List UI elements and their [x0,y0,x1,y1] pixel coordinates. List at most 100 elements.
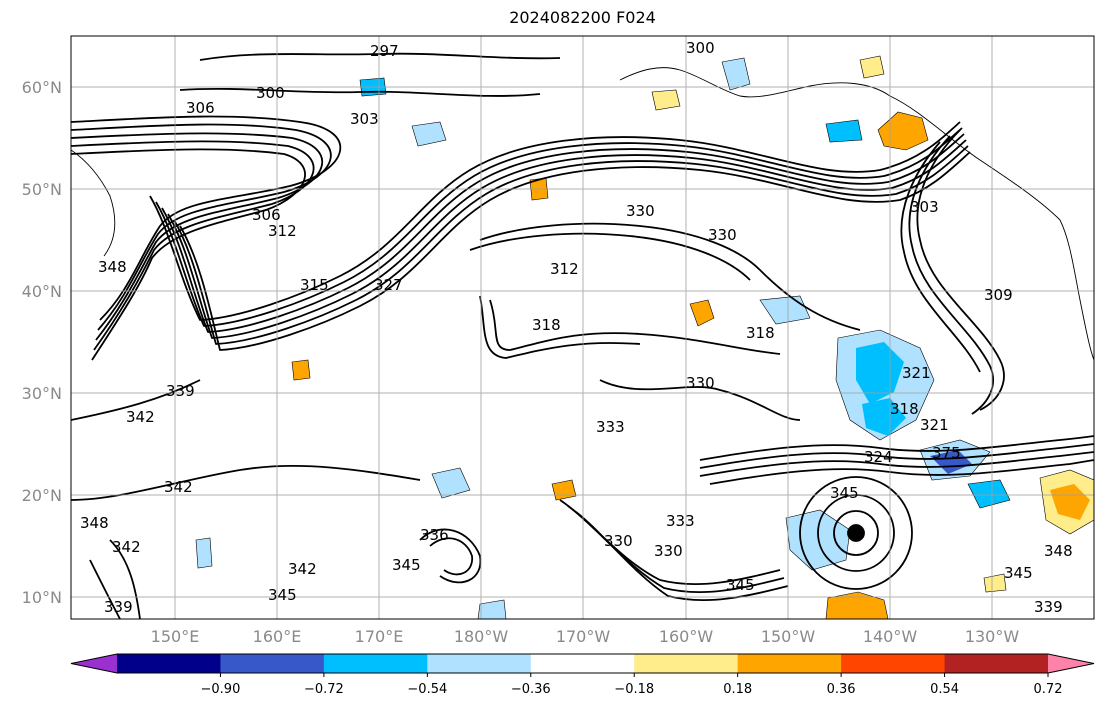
contour-label: 297 [370,42,399,60]
latitude-axis: 60°N 50°N 40°N 30°N 20°N 10°N [22,78,62,607]
contour-label: 342 [126,408,155,426]
contour-line [109,539,141,619]
contour-label: 321 [902,364,931,382]
negative-patch [825,119,863,143]
lat-tick-label: 30°N [22,384,62,403]
contour-label: 324 [864,448,893,466]
contour-line [900,141,981,373]
contour-label: 330 [686,374,715,392]
colorbar-tick-label: −0.72 [304,682,344,697]
contour-label: 345 [726,576,755,594]
colorbar-bin [944,654,1049,673]
lat-tick-label: 20°N [22,486,62,505]
contour-line [833,510,879,556]
contour-label: 342 [164,478,193,496]
contour-label: 375 [932,444,961,462]
contour-label: 348 [80,514,109,532]
colorbar-extend-high [1048,654,1094,673]
contour-label: 318 [532,316,561,334]
contour-line [599,379,801,421]
contour-label: 330 [654,542,683,560]
contour-label: 300 [686,39,715,57]
contour-line [71,132,323,341]
contour-label: 345 [1004,564,1033,582]
negative-patch [477,599,507,619]
alaska-coastline [619,67,891,98]
contour-line [908,135,994,415]
contour-label: 339 [1034,598,1063,616]
contour-line [575,511,789,601]
colorbar-bin [117,654,221,673]
contour-label: 333 [666,512,695,530]
contour-label: 348 [1044,542,1073,560]
lon-tick-label: 150°W [761,627,816,646]
negative-patch [431,467,471,499]
contour-label: 348 [98,258,127,276]
contour-label: 312 [550,260,579,278]
contour-label: 309 [984,286,1013,304]
coastline-layer [71,67,1094,361]
positive-patch [291,359,311,381]
lat-tick-label: 10°N [22,588,62,607]
lat-tick-label: 60°N [22,78,62,97]
lon-tick-label: 170°W [556,627,611,646]
negative-patch [930,450,972,474]
contour-label: 339 [104,598,133,616]
colorbar-bin [323,654,428,673]
colorbar-tick-label: −0.36 [511,682,551,697]
contour-label: 318 [746,324,775,342]
colorbar-extend-low [71,654,117,673]
contour-label: 333 [596,418,625,436]
positive-patch [651,89,681,111]
contour-label: 330 [604,532,633,550]
positive-patch [551,479,577,501]
colorbar-tick-label: 0.18 [723,682,752,697]
colorbar-bin [220,654,325,673]
north-america-coastline [889,95,1094,361]
contour-label: 345 [268,586,297,604]
positive-patch [825,591,889,619]
positive-patch [983,573,1007,593]
lon-tick-label: 160°E [253,627,302,646]
contour-label: 300 [256,84,285,102]
contour-label: 327 [374,276,403,294]
lat-tick-label: 50°N [22,180,62,199]
contour-label: 321 [920,416,949,434]
contour-label: 330 [626,202,655,220]
storm-center [847,524,865,542]
contour-line [799,476,913,590]
colorbar-tick-label: −0.90 [201,682,241,697]
contour-label: 303 [910,198,939,216]
contour-label: 306 [186,99,215,117]
contour-line [699,443,1094,469]
positive-patch [859,55,885,79]
lon-tick-label: 130°W [965,627,1020,646]
longitude-axis: 150°E 160°E 170°E 180°W 170°W 160°W 150°… [151,627,1020,646]
contour-label: 330 [708,226,737,244]
colorbar-tick-label: 0.72 [1034,682,1063,697]
colorbar-bin [737,654,842,673]
contour-line [71,148,306,361]
gridlines [71,36,1094,619]
contour-line [699,435,1094,461]
contour-label: 312 [268,222,297,240]
contour-label: 315 [300,276,329,294]
colorbar-bin [530,654,635,673]
contour-label: 342 [112,538,141,556]
colorbar-tick-label: −0.18 [614,682,654,697]
contour-label: 306 [252,206,281,224]
contour-line [469,232,751,281]
map-frame [70,35,1095,620]
contour-line [429,537,473,576]
contour-label: 318 [890,400,919,418]
lon-tick-label: 170°E [355,627,404,646]
contour-label: 345 [392,556,421,574]
contour-line [71,140,315,351]
negative-patch [759,295,811,325]
colorbar-tick-label: −0.54 [407,682,447,697]
contour-line [479,222,861,331]
lon-tick-label: 150°E [151,627,200,646]
positive-patch [1050,484,1090,520]
map-panel: 297 300 300 303 303 306 306 309 312 312 … [71,36,1094,619]
